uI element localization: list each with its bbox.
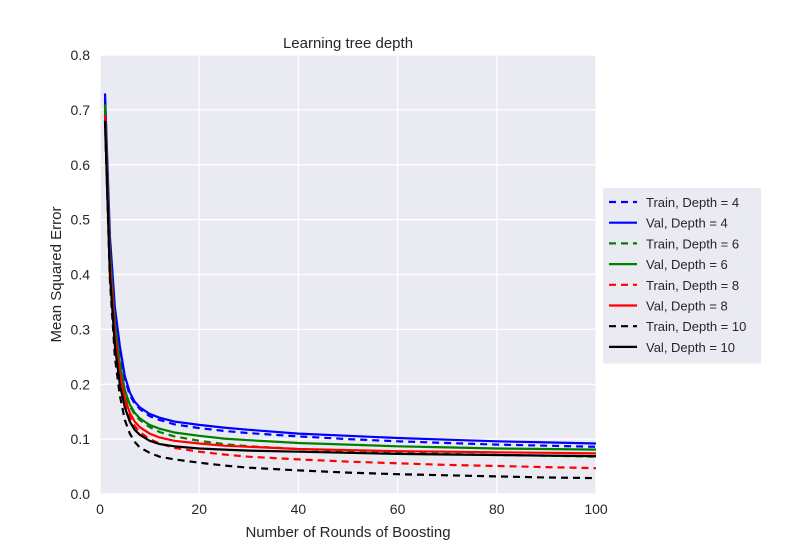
legend-label: Train, Depth = 6 (646, 236, 739, 251)
legend-label: Train, Depth = 10 (646, 319, 746, 334)
x-tick-label: 100 (584, 501, 608, 517)
legend-label: Val, Depth = 8 (646, 299, 728, 314)
legend-label: Train, Depth = 4 (646, 195, 739, 210)
y-tick-label: 0.8 (71, 47, 91, 63)
grid-lines (99, 54, 597, 495)
series-line-val-depth-8 (103, 115, 597, 455)
y-tick-label: 0.7 (71, 102, 91, 118)
y-tick-label: 0.1 (71, 431, 91, 447)
legend-box (603, 188, 761, 364)
y-tick-label: 0.0 (71, 486, 91, 502)
series-line-val-depth-6 (103, 104, 597, 451)
y-tick-label: 0.6 (71, 157, 91, 173)
x-tick-label: 60 (390, 501, 406, 517)
x-tick-label: 80 (489, 501, 505, 517)
series-line-train-depth-8 (103, 115, 597, 470)
series-line-val-depth-4 (103, 93, 597, 445)
x-tick-label: 0 (96, 501, 104, 517)
legend-label: Val, Depth = 4 (646, 216, 728, 231)
chart-title: Learning tree depth (283, 35, 413, 52)
series-line-train-depth-10 (103, 120, 597, 480)
x-tick-label: 40 (291, 501, 307, 517)
legend-label: Val, Depth = 6 (646, 257, 728, 272)
series-lines (103, 93, 597, 480)
series-line-val-depth-10 (103, 120, 597, 458)
series-line-train-depth-4 (103, 98, 597, 448)
y-axis-ticks: 0.0 0.1 0.2 0.3 0.4 0.5 0.6 0.7 0.8 (71, 47, 91, 502)
legend-label: Train, Depth = 8 (646, 278, 739, 293)
legend-label: Val, Depth = 10 (646, 340, 735, 355)
y-axis-label: Mean Squared Error (48, 207, 65, 343)
x-axis-label: Number of Rounds of Boosting (245, 524, 450, 541)
legend: Train, Depth = 4 Val, Depth = 4 Train, Dep… (603, 188, 761, 364)
y-tick-label: 0.5 (71, 212, 91, 228)
y-tick-label: 0.2 (71, 376, 91, 392)
y-tick-label: 0.4 (71, 267, 91, 283)
x-axis-ticks: 0 20 40 60 80 100 (96, 501, 608, 517)
y-tick-label: 0.3 (71, 321, 91, 337)
x-tick-label: 20 (191, 501, 207, 517)
